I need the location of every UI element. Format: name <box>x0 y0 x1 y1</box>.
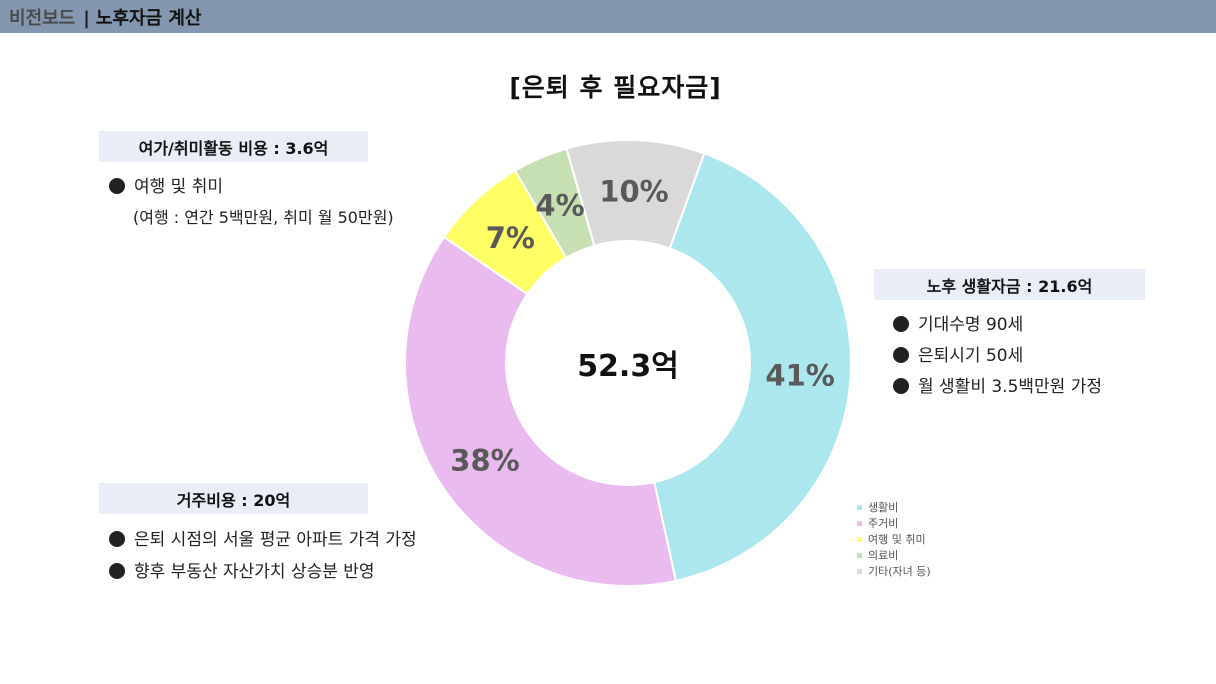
legend-item: 기타(자녀 등) <box>857 563 931 579</box>
donut-slice <box>404 235 678 587</box>
legend-swatch <box>857 536 862 542</box>
legend-swatch <box>857 568 862 574</box>
slice-percent-label: 38% <box>450 443 519 477</box>
breadcrumb-separator: | <box>83 7 90 29</box>
slice-percent-label: 10% <box>599 175 668 209</box>
legend-swatch <box>857 552 862 558</box>
legend-label: 여행 및 취미 <box>868 533 926 546</box>
bullet-dot-icon <box>893 378 909 394</box>
legend-item: 의료비 <box>857 547 931 563</box>
donut-slice-labels: 41% 38% 7%4% 10% <box>450 175 835 478</box>
header-bar: 비전보드 | 노후자금 계산 <box>0 0 1216 33</box>
living-bullets: 기대수명 90세 은퇴시기 50세 월 생활비 3.5백만원 가정 <box>893 310 1102 403</box>
breadcrumb-parent[interactable]: 비전보드 <box>9 7 76 29</box>
housing-bullet-item: 향후 부동산 자산가치 상승분 반영 <box>109 557 417 589</box>
leisure-note: (여행 : 연간 5백만원, 취미 월 50만원) <box>133 208 394 227</box>
breadcrumb: 비전보드 | 노후자금 계산 <box>9 4 201 30</box>
page-title: 노후자금 계산 <box>95 7 202 29</box>
legend-swatch <box>857 520 862 526</box>
bullet-dot-icon <box>893 347 909 363</box>
donut-slice <box>565 139 706 250</box>
legend-label: 주거비 <box>868 517 899 530</box>
legend-label: 기타(자녀 등) <box>868 565 931 578</box>
living-bullet-item: 기대수명 90세 <box>893 310 1102 341</box>
legend-item: 생활비 <box>857 499 931 515</box>
donut-slice <box>653 152 852 582</box>
living-bullet-item: 월 생활비 3.5백만원 가정 <box>893 372 1102 403</box>
bullet-dot-icon <box>109 178 125 194</box>
housing-bullets: 은퇴 시점의 서울 평균 아파트 가격 가정 향후 부동산 자산가치 상승분 반… <box>109 525 417 589</box>
legend-item: 여행 및 취미 <box>857 531 931 547</box>
bullet-dot-icon <box>109 531 125 547</box>
bullet-dot-icon <box>109 563 125 579</box>
slice-percent-label: 4% <box>535 188 584 222</box>
legend-swatch <box>857 504 862 510</box>
donut-center-total: 52.3억 <box>577 349 679 384</box>
bullet-dot-icon <box>893 316 909 332</box>
leisure-bullets: 여행 및 취미 (여행 : 연간 5백만원, 취미 월 50만원) <box>109 172 394 228</box>
housing-bullet-item: 은퇴 시점의 서울 평균 아파트 가격 가정 <box>109 525 417 557</box>
slice-percent-label: 7% <box>486 221 535 255</box>
legend-label: 의료비 <box>868 549 899 562</box>
living-bullet-item: 은퇴시기 50세 <box>893 341 1102 372</box>
slice-percent-label: 41% <box>765 358 834 392</box>
legend-item: 주거비 <box>857 515 931 531</box>
donut-slices <box>404 139 852 587</box>
leisure-bullet-item: 여행 및 취미 <box>109 172 394 200</box>
leisure-cost-label: 여가/취미활동 비용 : 3.6억 <box>99 131 368 162</box>
living-cost-label: 노후 생활자금 : 21.6억 <box>874 269 1145 300</box>
housing-cost-label: 거주비용 : 20억 <box>99 483 368 514</box>
legend-label: 생활비 <box>868 501 899 514</box>
chart-title: [은퇴 후 필요자금] <box>509 73 722 102</box>
